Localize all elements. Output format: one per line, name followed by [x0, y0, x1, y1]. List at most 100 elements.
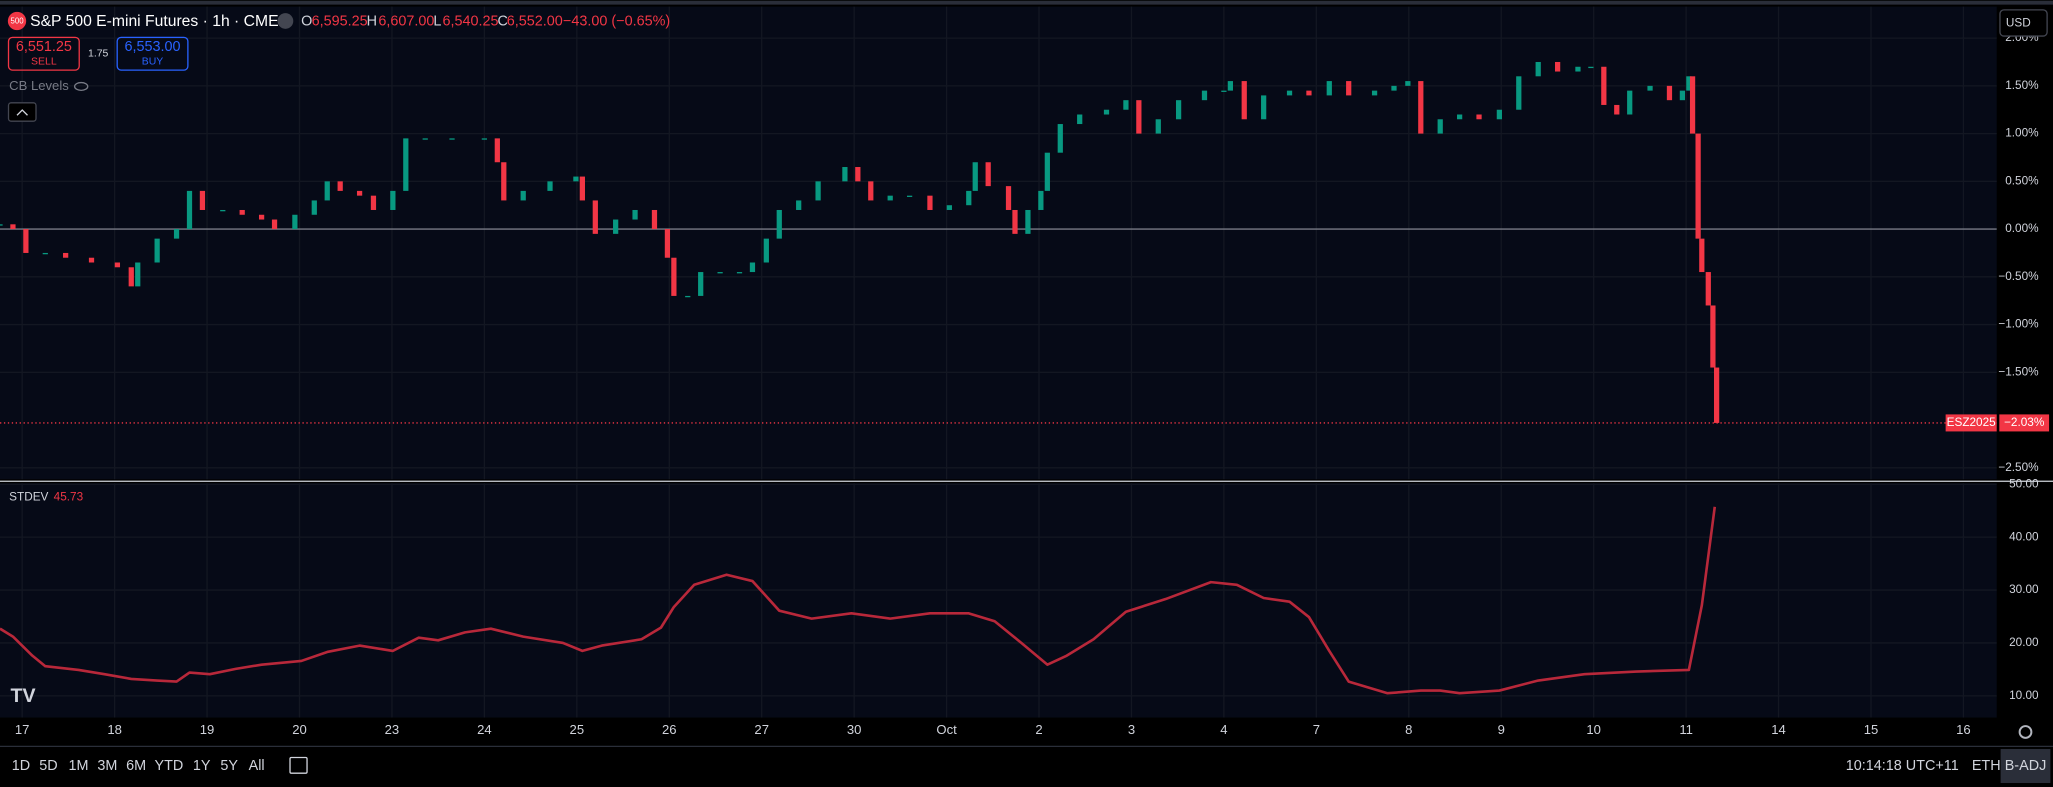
session[interactable]: ETH: [1972, 758, 2001, 774]
y-tick-label: −0.50%: [1998, 270, 2039, 283]
x-tick-label: 26: [662, 722, 677, 737]
range-button[interactable]: 1D: [12, 758, 30, 774]
y-tick-label: −2.50%: [1998, 461, 2039, 474]
x-tick-label: 19: [200, 722, 215, 737]
x-tick-label: 27: [754, 722, 769, 737]
sell-button[interactable]: [7, 36, 80, 71]
ohlc-key: H: [367, 13, 377, 29]
candle: [1123, 100, 1129, 110]
hide-button[interactable]: [277, 13, 294, 29]
candle: [1306, 90, 1312, 96]
currency-button[interactable]: [1999, 9, 2048, 37]
collapse-button[interactable]: [7, 102, 37, 122]
candle: [842, 167, 848, 182]
candle: [114, 262, 121, 268]
candle: [292, 214, 298, 230]
x-tick-label: 11: [1679, 722, 1693, 737]
y-tick-label: 30.00: [2009, 583, 2039, 596]
x-tick-label: 16: [1956, 722, 1971, 737]
x-tick-label: 9: [1498, 722, 1505, 737]
y-tick-label: −1.50%: [1998, 365, 2039, 378]
candle: [855, 167, 861, 182]
candle: [966, 190, 972, 206]
candle: [1155, 119, 1161, 134]
sell-label: SELL: [31, 56, 57, 67]
adjust-button[interactable]: [2000, 748, 2051, 784]
range-button[interactable]: 6M: [126, 758, 146, 774]
ohlc-value: 6,552.00: [507, 13, 563, 29]
candle: [1261, 95, 1267, 120]
candle: [1136, 100, 1142, 134]
candle: [579, 176, 585, 201]
candle: [1699, 238, 1705, 273]
candle: [1713, 367, 1720, 423]
candle: [220, 209, 226, 212]
collapse-icon: [16, 109, 28, 116]
candle: [1457, 114, 1463, 120]
candle: [547, 181, 553, 191]
spread: 1.75: [88, 48, 109, 59]
x-tick-label: 14: [1771, 722, 1786, 737]
candle: [403, 138, 409, 191]
candle: [1005, 186, 1012, 210]
stdev-pane: [0, 483, 1997, 718]
candle: [664, 229, 671, 258]
price-tag: [1999, 414, 2050, 432]
candle: [63, 252, 69, 258]
candle: [1326, 81, 1332, 96]
range-button[interactable]: 1M: [69, 758, 89, 774]
candle: [1575, 66, 1581, 72]
settings-icon[interactable]: [2018, 725, 2033, 739]
y-tick-label: 0.50%: [2005, 174, 2039, 187]
candle: [1241, 81, 1247, 120]
clock: 10:14:18 UTC+11: [1846, 758, 1959, 774]
candle: [449, 138, 455, 140]
date-range-icon[interactable]: [289, 756, 308, 774]
candle: [796, 200, 802, 210]
candle: [258, 214, 265, 220]
range-button[interactable]: 5Y: [220, 758, 238, 774]
range-button[interactable]: 5D: [39, 758, 57, 774]
candle: [1496, 109, 1502, 120]
x-tick-label: 23: [385, 722, 400, 737]
candle: [1614, 104, 1620, 115]
candle: [1516, 76, 1522, 110]
x-tick-label: 2: [1035, 722, 1042, 737]
candle: [1710, 305, 1716, 368]
candle: [128, 267, 134, 287]
candle: [972, 162, 978, 191]
change: −43.00 (−0.65%): [563, 13, 670, 29]
candle: [481, 138, 488, 140]
range-button[interactable]: 3M: [97, 758, 117, 774]
candle: [135, 262, 141, 287]
candle: [1601, 66, 1607, 105]
candle: [927, 195, 933, 210]
buy-button[interactable]: [116, 36, 189, 71]
candle: [906, 195, 913, 197]
candle: [337, 181, 343, 191]
range-button[interactable]: All: [249, 758, 265, 774]
candle: [815, 181, 821, 201]
range-button[interactable]: 1Y: [193, 758, 211, 774]
symbol-icon-text: 500: [10, 17, 24, 26]
candle: [717, 272, 723, 274]
ohlc-key: O: [301, 13, 312, 29]
candle: [651, 209, 658, 230]
candle: [1057, 124, 1063, 153]
candle: [868, 181, 874, 201]
y-tick-label: 20.00: [2009, 636, 2039, 649]
candle: [1371, 90, 1378, 96]
visibility-icon[interactable]: [73, 81, 89, 92]
ohlc-key: C: [498, 13, 508, 29]
candle: [239, 209, 245, 215]
candle: [1627, 90, 1633, 115]
range-button[interactable]: YTD: [155, 758, 184, 774]
candle: [1705, 272, 1711, 306]
candle: [154, 238, 160, 263]
x-tick-label: 18: [107, 722, 122, 737]
candle: [1405, 81, 1411, 86]
candle: [736, 272, 743, 274]
y-tick-label: 10.00: [2009, 689, 2039, 702]
x-tick-label: 17: [15, 722, 30, 737]
